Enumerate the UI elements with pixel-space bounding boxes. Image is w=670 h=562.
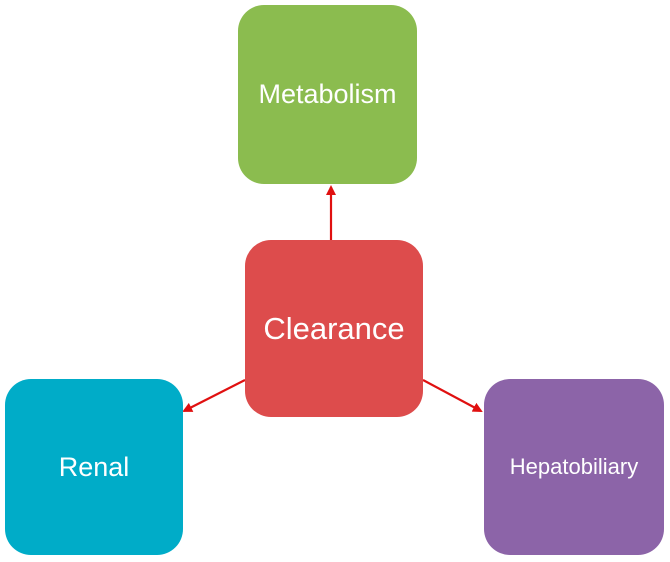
arrow-clearance-to-renal — [182, 379, 246, 412]
node-metabolism: Metabolism — [238, 5, 417, 184]
node-renal: Renal — [5, 379, 183, 555]
node-clearance-label: Clearance — [263, 310, 405, 346]
node-hepatobiliary-label: Hepatobiliary — [509, 454, 639, 479]
node-hepatobiliary: Hepatobiliary — [484, 379, 664, 555]
node-renal-label: Renal — [58, 451, 130, 482]
arrow-clearance-to-hepatobiliary — [422, 379, 483, 412]
node-clearance: Clearance — [245, 240, 423, 417]
node-metabolism-label: Metabolism — [258, 79, 397, 109]
